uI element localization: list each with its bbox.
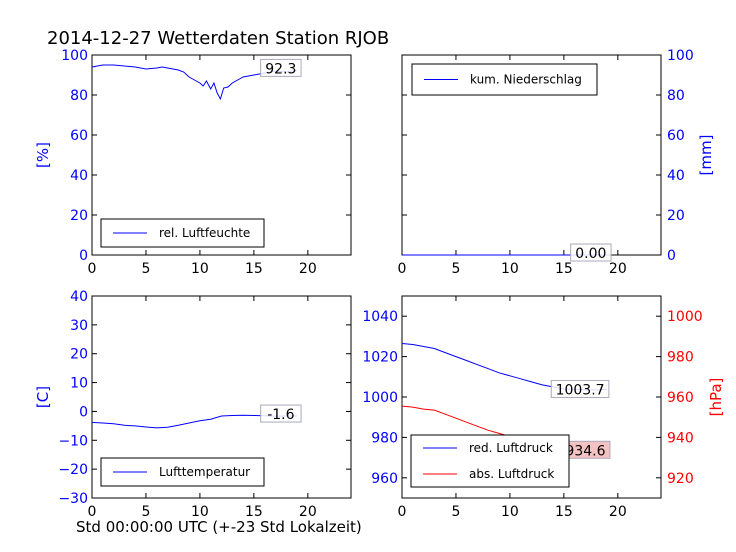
y-tick-label: 80 [667,88,685,104]
x-tick-label: 5 [141,504,150,520]
x-tick-label: 15 [245,504,263,520]
panel-top-left: 0 5 10 15 20 0 20 40 60 80 100 [%] 92.3 rel. Luftfeuc… [34,48,352,277]
legend-entry: rel. Luftfeuchte [159,226,250,240]
y-right-axis-label: [hPa] [707,378,725,417]
y-right-tick-label: 940 [667,430,694,446]
legend-entry: abs. Luftdruck [469,467,554,481]
x-tick-label: 10 [191,504,209,520]
annotation-label-box [260,58,302,77]
x-tick-label: 20 [299,504,317,520]
legend-box [410,434,570,488]
legend-entry: red. Luftdruck [469,441,553,455]
y-axis-label: [mm] [697,135,715,176]
axes-frame [91,295,352,499]
y-tick-label: 1000 [362,390,398,406]
x-tick-label: 20 [609,261,627,277]
y-tick-label: 1040 [362,309,398,325]
y-right-tick-label: 1000 [667,309,703,325]
panel-top-right: 0 5 10 15 20 0 20 40 60 80 100 [mm] 0.00 kum. Nieders… [398,48,715,277]
y-tick-label: 960 [371,471,398,487]
x-tick-label: 0 [398,261,407,277]
y-right-tick-label: 980 [667,350,694,366]
x-tick-label: 0 [88,261,97,277]
y-tick-label: −30 [58,491,88,507]
legend-entry: Lufttemperatur [159,465,250,479]
x-tick-label: 5 [451,504,460,520]
y-tick-label: 100 [667,48,694,64]
annotation-abs-luftdruck: 934.6 [565,443,605,459]
x-tick-label: 15 [555,261,573,277]
y-tick-label: 40 [667,168,685,184]
y-axis-label: [%] [34,142,52,168]
x-tick-label: 0 [88,504,97,520]
x-tick-label: 5 [141,261,150,277]
series-line-0 [91,64,298,101]
y-tick-label: 0 [667,248,676,264]
y-tick-label: 60 [70,128,88,144]
y-tick-label: 20 [667,208,685,224]
x-tick-label: 15 [555,504,573,520]
y-tick-label: 980 [371,430,398,446]
y-axis-label: [C] [34,386,52,408]
y-tick-label: 80 [70,88,88,104]
y-tick-label: 20 [70,208,88,224]
legend-entry: kum. Niederschlag [470,73,582,87]
x-tick-label: 10 [501,261,519,277]
annotation-label-box [260,404,302,423]
y-tick-label: 10 [70,376,88,392]
x-tick-label: 20 [299,261,317,277]
y-tick-label: −20 [58,462,88,478]
x-tick-label: 10 [191,261,209,277]
y-tick-label: 40 [70,289,88,305]
legend-box [100,218,265,248]
annotation-label: 92.3 [265,61,296,77]
annotation-red-luftdruck: 1003.7 [556,383,605,399]
y-tick-label: 1020 [362,350,398,366]
y-tick-label: 60 [667,128,685,144]
y-right-tick-label: 960 [667,390,694,406]
annotation-label: 0.00 [575,246,606,262]
x-axis-label: Std 00:00:00 UTC (+-23 Std Lokalzeit) [76,518,362,536]
y-tick-label: 100 [61,48,88,64]
x-tick-label: 15 [245,261,263,277]
x-tick-label: 20 [609,504,627,520]
y-tick-label: 30 [70,318,88,334]
panel-bottom-right: 0 5 10 15 20 960 980 1000 1020 1040 920 940 960 980 10… [362,295,725,520]
x-tick-label: 0 [398,504,407,520]
y-tick-label: 0 [79,248,88,264]
y-tick-label: −10 [58,433,88,449]
y-tick-label: 40 [70,168,88,184]
y-right-tick-label: 920 [667,471,694,487]
y-tick-label: 0 [79,404,88,420]
panel-bottom-left: 0 5 10 15 20 −30 −20 −10 0 10 20 30 40 [C] -1.6 Lufttem… [34,289,352,520]
annotation-label-box [570,243,612,262]
x-tick-label: 5 [451,261,460,277]
x-tick-label: 10 [501,504,519,520]
axes-frame [91,54,352,256]
y-tick-label: 20 [70,347,88,363]
annotation-red-luftdruck-box [550,380,610,399]
figure-title: 2014-12-27 Wetterdaten Station RJOB [47,28,389,49]
annotation-label: -1.6 [267,407,294,423]
